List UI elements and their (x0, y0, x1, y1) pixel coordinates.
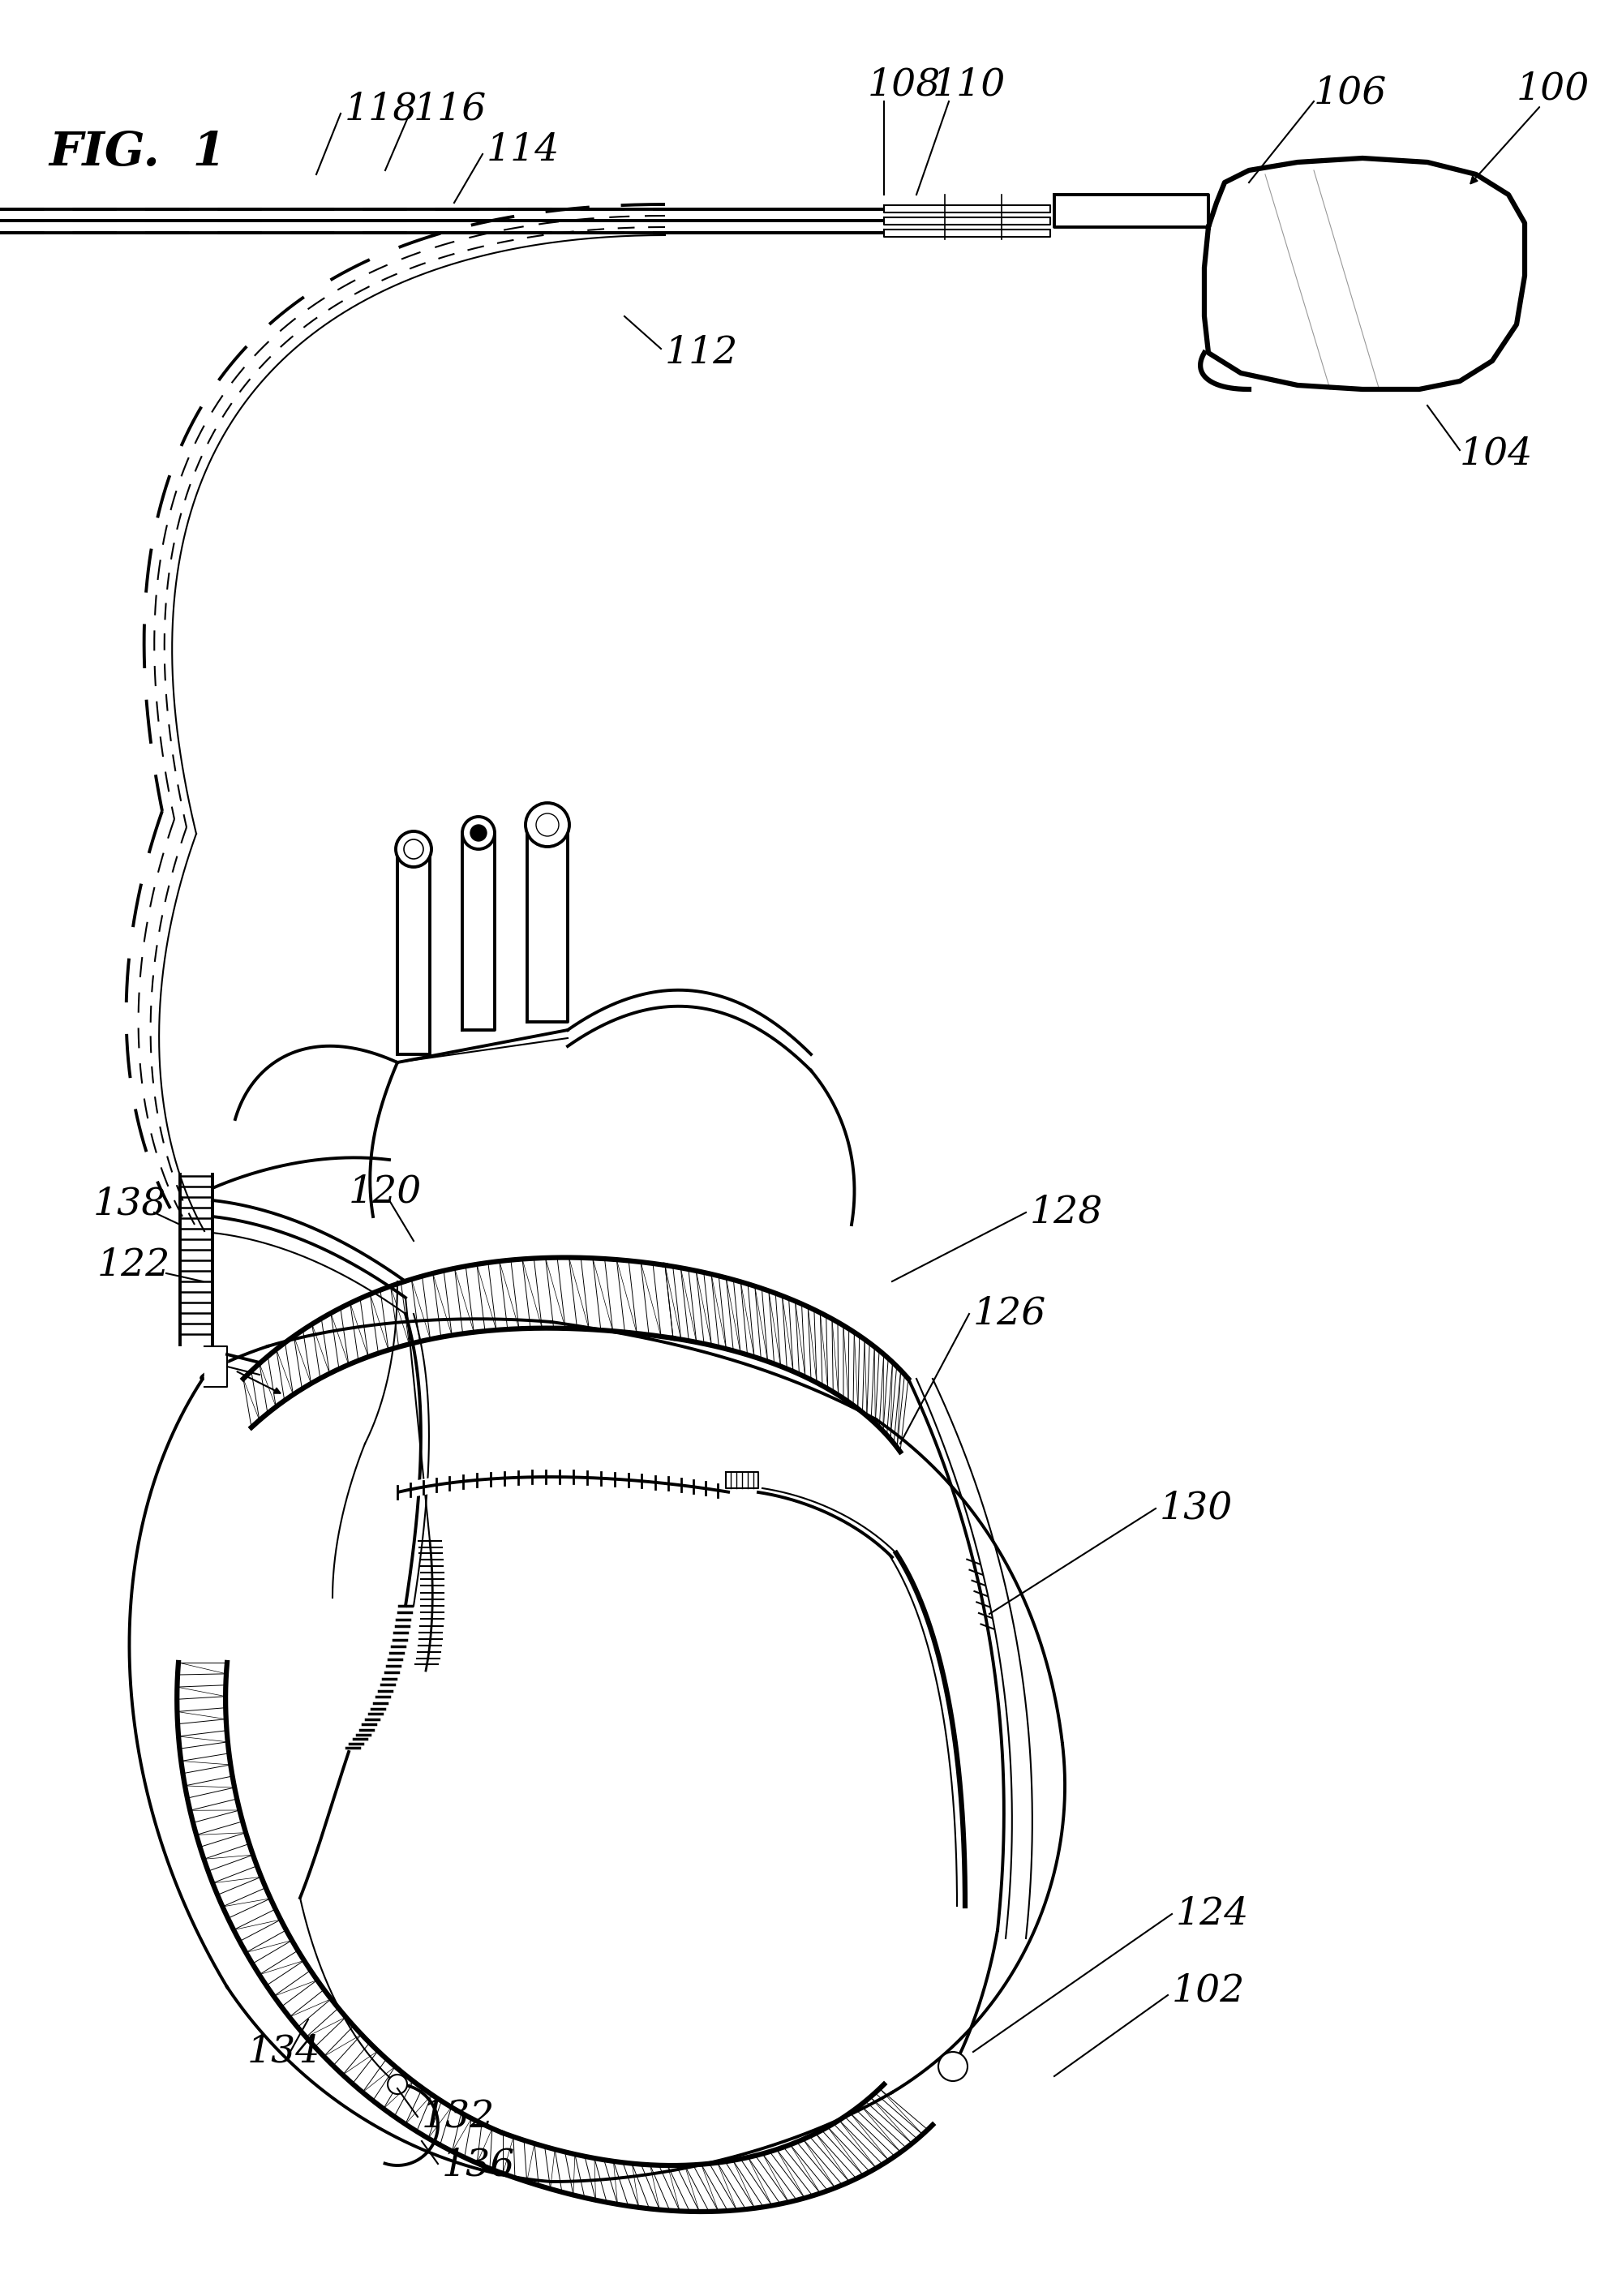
Text: 124: 124 (1176, 1896, 1249, 1933)
Text: 112: 112 (665, 335, 738, 372)
Polygon shape (1054, 195, 1208, 227)
Text: FIG.  1: FIG. 1 (49, 131, 225, 174)
Text: 130: 130 (1160, 1490, 1233, 1527)
Circle shape (462, 817, 495, 850)
Text: 132: 132 (422, 2099, 495, 2135)
Text: 106: 106 (1314, 76, 1387, 113)
Text: 134: 134 (247, 2034, 321, 2071)
Circle shape (526, 804, 569, 847)
Text: 128: 128 (1030, 1194, 1103, 1231)
Circle shape (535, 813, 558, 836)
Polygon shape (884, 218, 1051, 225)
Text: 102: 102 (1171, 1972, 1246, 2009)
Text: 108: 108 (868, 67, 941, 103)
Text: 118: 118 (344, 92, 418, 129)
Polygon shape (884, 204, 1051, 214)
Polygon shape (397, 852, 430, 1054)
Text: 114: 114 (487, 131, 560, 168)
Text: 116: 116 (414, 92, 487, 129)
Text: 104: 104 (1460, 436, 1533, 473)
Text: 126: 126 (973, 1295, 1046, 1332)
Polygon shape (204, 1345, 227, 1387)
Circle shape (396, 831, 431, 868)
Text: 120: 120 (349, 1173, 422, 1210)
Circle shape (938, 2053, 967, 2080)
Text: 138: 138 (94, 1187, 167, 1224)
Text: 100: 100 (1517, 71, 1590, 108)
Circle shape (470, 824, 487, 840)
Polygon shape (727, 1472, 759, 1488)
Text: 122: 122 (97, 1247, 170, 1283)
Polygon shape (462, 836, 495, 1031)
Text: 136: 136 (441, 2147, 516, 2183)
Text: 110: 110 (933, 67, 1006, 103)
Polygon shape (1204, 158, 1525, 390)
Circle shape (388, 2076, 407, 2094)
Polygon shape (884, 230, 1051, 236)
Polygon shape (527, 827, 568, 1022)
Circle shape (404, 840, 423, 859)
Polygon shape (397, 1031, 568, 1063)
